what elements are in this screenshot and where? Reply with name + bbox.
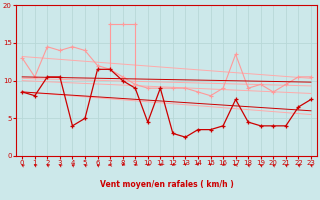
X-axis label: Vent moyen/en rafales ( km/h ): Vent moyen/en rafales ( km/h ) — [100, 180, 234, 189]
